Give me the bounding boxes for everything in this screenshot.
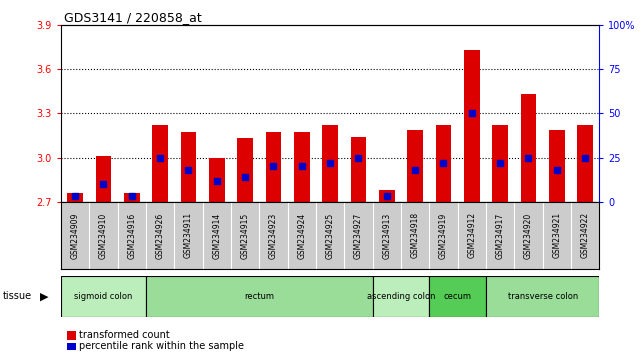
Bar bbox=[61, 276, 146, 317]
Text: ▶: ▶ bbox=[40, 291, 49, 302]
Bar bbox=[265, 132, 281, 202]
Bar bbox=[464, 50, 479, 202]
Bar bbox=[436, 125, 451, 202]
Bar bbox=[322, 125, 338, 202]
Text: ascending colon: ascending colon bbox=[367, 292, 435, 301]
Text: GSM234927: GSM234927 bbox=[354, 212, 363, 258]
Bar bbox=[209, 158, 224, 202]
Text: GSM234919: GSM234919 bbox=[439, 212, 448, 258]
Text: sigmoid colon: sigmoid colon bbox=[74, 292, 133, 301]
Bar bbox=[492, 125, 508, 202]
Bar bbox=[294, 132, 310, 202]
Bar bbox=[520, 94, 537, 202]
Bar bbox=[578, 125, 593, 202]
Bar bbox=[153, 125, 168, 202]
Bar bbox=[429, 276, 486, 317]
Text: cecum: cecum bbox=[444, 292, 472, 301]
Text: GSM234926: GSM234926 bbox=[156, 212, 165, 258]
Bar bbox=[351, 137, 366, 202]
Text: GSM234925: GSM234925 bbox=[326, 212, 335, 258]
Bar bbox=[549, 130, 565, 202]
Text: GSM234922: GSM234922 bbox=[581, 212, 590, 258]
Text: GSM234920: GSM234920 bbox=[524, 212, 533, 258]
Text: GSM234915: GSM234915 bbox=[240, 212, 249, 258]
Bar bbox=[124, 193, 140, 202]
Bar bbox=[486, 276, 599, 317]
Text: GSM234914: GSM234914 bbox=[212, 212, 221, 258]
Bar bbox=[372, 276, 429, 317]
Text: transverse colon: transverse colon bbox=[508, 292, 578, 301]
Text: transformed count: transformed count bbox=[79, 330, 170, 340]
Text: GSM234913: GSM234913 bbox=[382, 212, 391, 258]
Bar bbox=[379, 190, 395, 202]
Text: GDS3141 / 220858_at: GDS3141 / 220858_at bbox=[64, 11, 202, 24]
Bar bbox=[237, 138, 253, 202]
Text: GSM234912: GSM234912 bbox=[467, 212, 476, 258]
Text: GSM234910: GSM234910 bbox=[99, 212, 108, 258]
Bar bbox=[146, 276, 372, 317]
Text: GSM234918: GSM234918 bbox=[411, 212, 420, 258]
Text: GSM234916: GSM234916 bbox=[128, 212, 137, 258]
Text: GSM234909: GSM234909 bbox=[71, 212, 79, 259]
Text: percentile rank within the sample: percentile rank within the sample bbox=[79, 341, 244, 351]
Text: GSM234921: GSM234921 bbox=[553, 212, 562, 258]
Bar bbox=[96, 156, 111, 202]
Text: GSM234911: GSM234911 bbox=[184, 212, 193, 258]
Text: GSM234923: GSM234923 bbox=[269, 212, 278, 258]
Text: GSM234917: GSM234917 bbox=[495, 212, 504, 258]
Bar bbox=[67, 193, 83, 202]
Text: rectum: rectum bbox=[244, 292, 274, 301]
Text: tissue: tissue bbox=[3, 291, 32, 302]
Bar bbox=[181, 132, 196, 202]
Bar bbox=[407, 130, 423, 202]
Text: GSM234924: GSM234924 bbox=[297, 212, 306, 258]
